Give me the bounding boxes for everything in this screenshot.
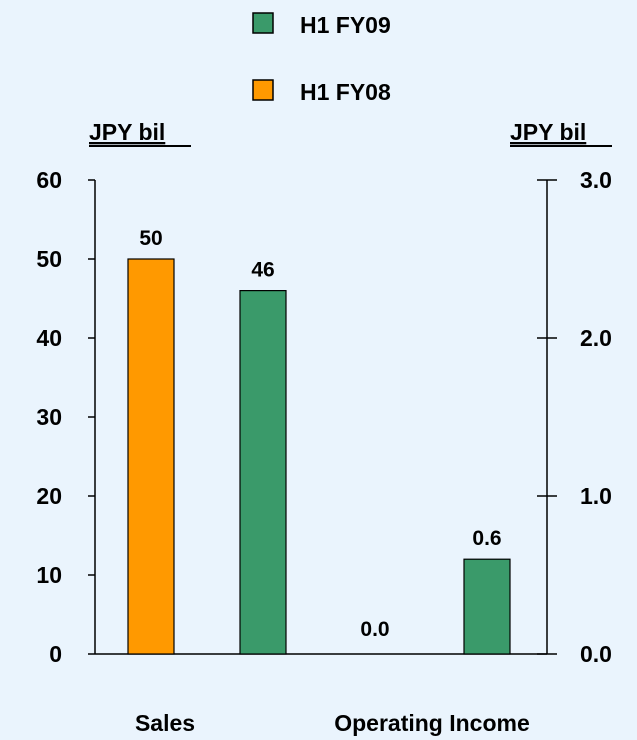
left-tick-label: 60: [36, 167, 62, 193]
legend-label-fy09: H1 FY09: [300, 12, 391, 38]
right-tick-label: 0.0: [580, 641, 612, 667]
legend-swatch-fy08: [252, 79, 274, 101]
bars: [127, 258, 511, 655]
left-axis-title: JPY bil: [89, 119, 165, 145]
right-tick-label: 2.0: [580, 325, 612, 351]
value-labels: 50 46 0.0 0.6: [139, 227, 501, 641]
right-tick-label: 3.0: [580, 167, 612, 193]
left-tick-label: 0: [49, 641, 62, 667]
left-ticks: 0 10 20 30 40 50 60: [36, 167, 95, 667]
left-tick-label: 10: [36, 562, 62, 588]
value-label: 50: [139, 227, 162, 250]
bar-sales-h1-fy08: [127, 258, 175, 655]
left-tick-label: 50: [36, 246, 62, 272]
right-tick-label: 1.0: [580, 483, 612, 509]
left-tick-label: 40: [36, 325, 62, 351]
right-axis-title: JPY bil: [510, 119, 586, 145]
left-tick-label: 20: [36, 483, 62, 509]
bar-sales-h1-fy09: [239, 290, 287, 655]
legend-swatch-fy09: [252, 12, 274, 34]
right-ticks: 0.0 1.0 2.0 3.0: [537, 167, 612, 667]
category-label-operating-income: Operating Income: [334, 710, 530, 736]
category-label-sales: Sales: [135, 710, 195, 736]
legend-label-fy08: H1 FY08: [300, 79, 391, 105]
left-tick-label: 30: [36, 404, 62, 430]
legend: H1 FY09 H1 FY08: [252, 12, 391, 105]
value-label: 46: [251, 259, 274, 282]
value-label: 0.6: [472, 527, 501, 550]
bar-operating-income-h1-fy09: [463, 558, 511, 655]
value-label: 0.0: [360, 618, 389, 641]
